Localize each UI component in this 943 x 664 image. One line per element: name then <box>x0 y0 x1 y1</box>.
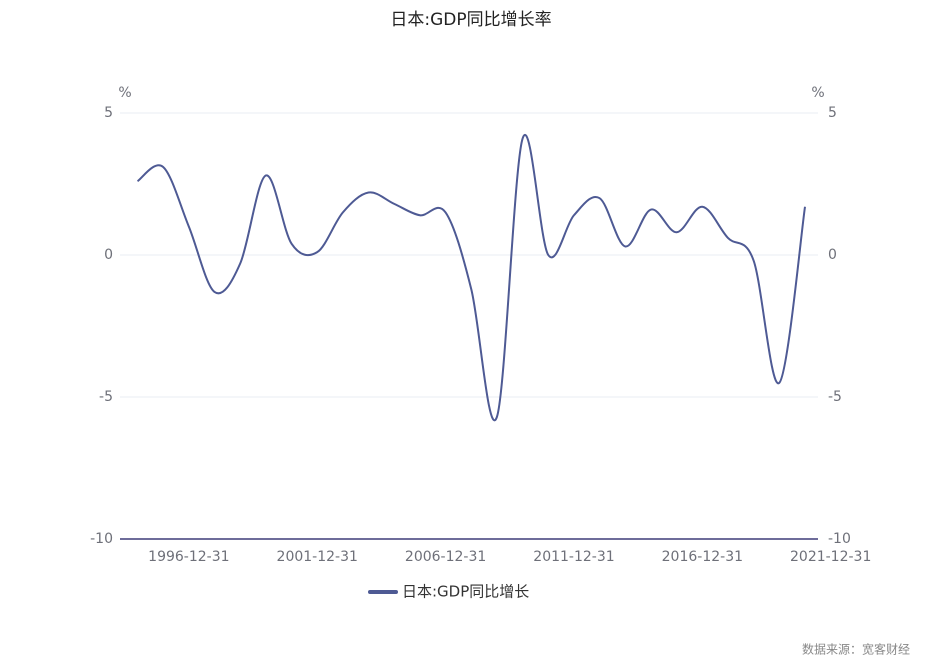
y2-tick-label: -10 <box>828 531 851 547</box>
x-tick-label: 1996-12-31 <box>148 549 229 565</box>
x-tick-label: 2011-12-31 <box>533 549 614 565</box>
line <box>136 134 806 422</box>
x-tick-label: 2016-12-31 <box>662 549 743 565</box>
y2-tick-label: 5 <box>828 105 837 121</box>
x-tick-label: 2006-12-31 <box>405 549 486 565</box>
y-tick-label: -5 <box>99 389 113 405</box>
y2-tick-label: -5 <box>828 389 842 405</box>
x-tick-label: 2001-12-31 <box>277 549 358 565</box>
y2-unit: % <box>811 85 824 101</box>
x-tick-label: 2021-12-31 <box>790 549 871 565</box>
y-tick-label: 5 <box>104 105 113 121</box>
y-unit: % <box>118 85 131 101</box>
y-tick-label: 0 <box>104 247 113 263</box>
chart-title: 日本:GDP同比增长率 <box>390 10 551 30</box>
source: 数据来源：宽客财经 <box>802 642 910 657</box>
y-tick-label: -10 <box>90 531 113 547</box>
legend-label: 日本:GDP同比增长 <box>402 583 529 601</box>
y2-tick-label: 0 <box>828 247 837 263</box>
